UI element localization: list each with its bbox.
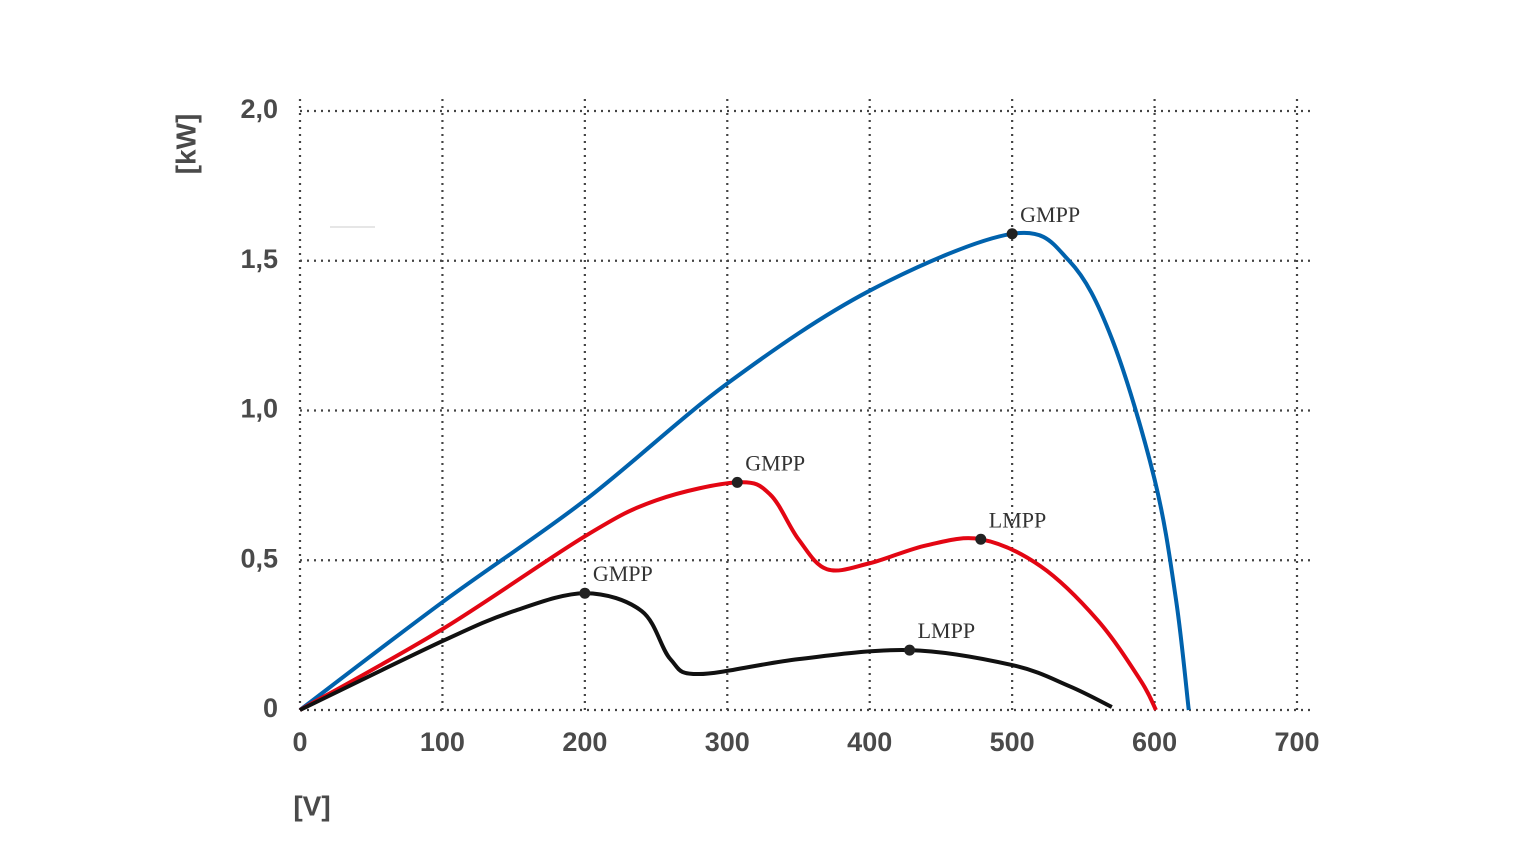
- x-tick-label: 600: [1132, 727, 1177, 757]
- series-line: [298, 230, 1191, 712]
- point-marker: [904, 644, 916, 656]
- point-marker: [731, 476, 743, 488]
- x-tick-label: 100: [420, 727, 465, 757]
- x-tick-label: 0: [292, 727, 307, 757]
- annotation: LMPP: [989, 507, 1046, 532]
- y-tick-label: 1,5: [240, 244, 278, 274]
- annotation: GMPP: [1020, 202, 1080, 227]
- point-marker: [1006, 228, 1018, 240]
- x-tick-label: 400: [847, 727, 892, 757]
- annotation: GMPP: [593, 561, 653, 586]
- x-tick-label: 300: [705, 727, 750, 757]
- series-line: [299, 591, 1113, 712]
- x-axis-label: [V]: [293, 790, 330, 821]
- annotation: GMPP: [745, 450, 805, 475]
- x-tick-label: 500: [990, 727, 1035, 757]
- annotation: LMPP: [918, 618, 975, 643]
- x-tick-label: 200: [562, 727, 607, 757]
- y-tick-label: 2,0: [240, 94, 278, 124]
- y-tick-label: 0: [263, 693, 278, 723]
- y-axis-label: [kW]: [170, 114, 201, 175]
- point-marker: [975, 533, 987, 545]
- series-line: [299, 480, 1158, 712]
- y-tick-label: 0,5: [240, 543, 278, 573]
- y-tick-label: 1,0: [240, 394, 278, 424]
- x-tick-label: 700: [1274, 727, 1319, 757]
- point-marker: [579, 587, 591, 599]
